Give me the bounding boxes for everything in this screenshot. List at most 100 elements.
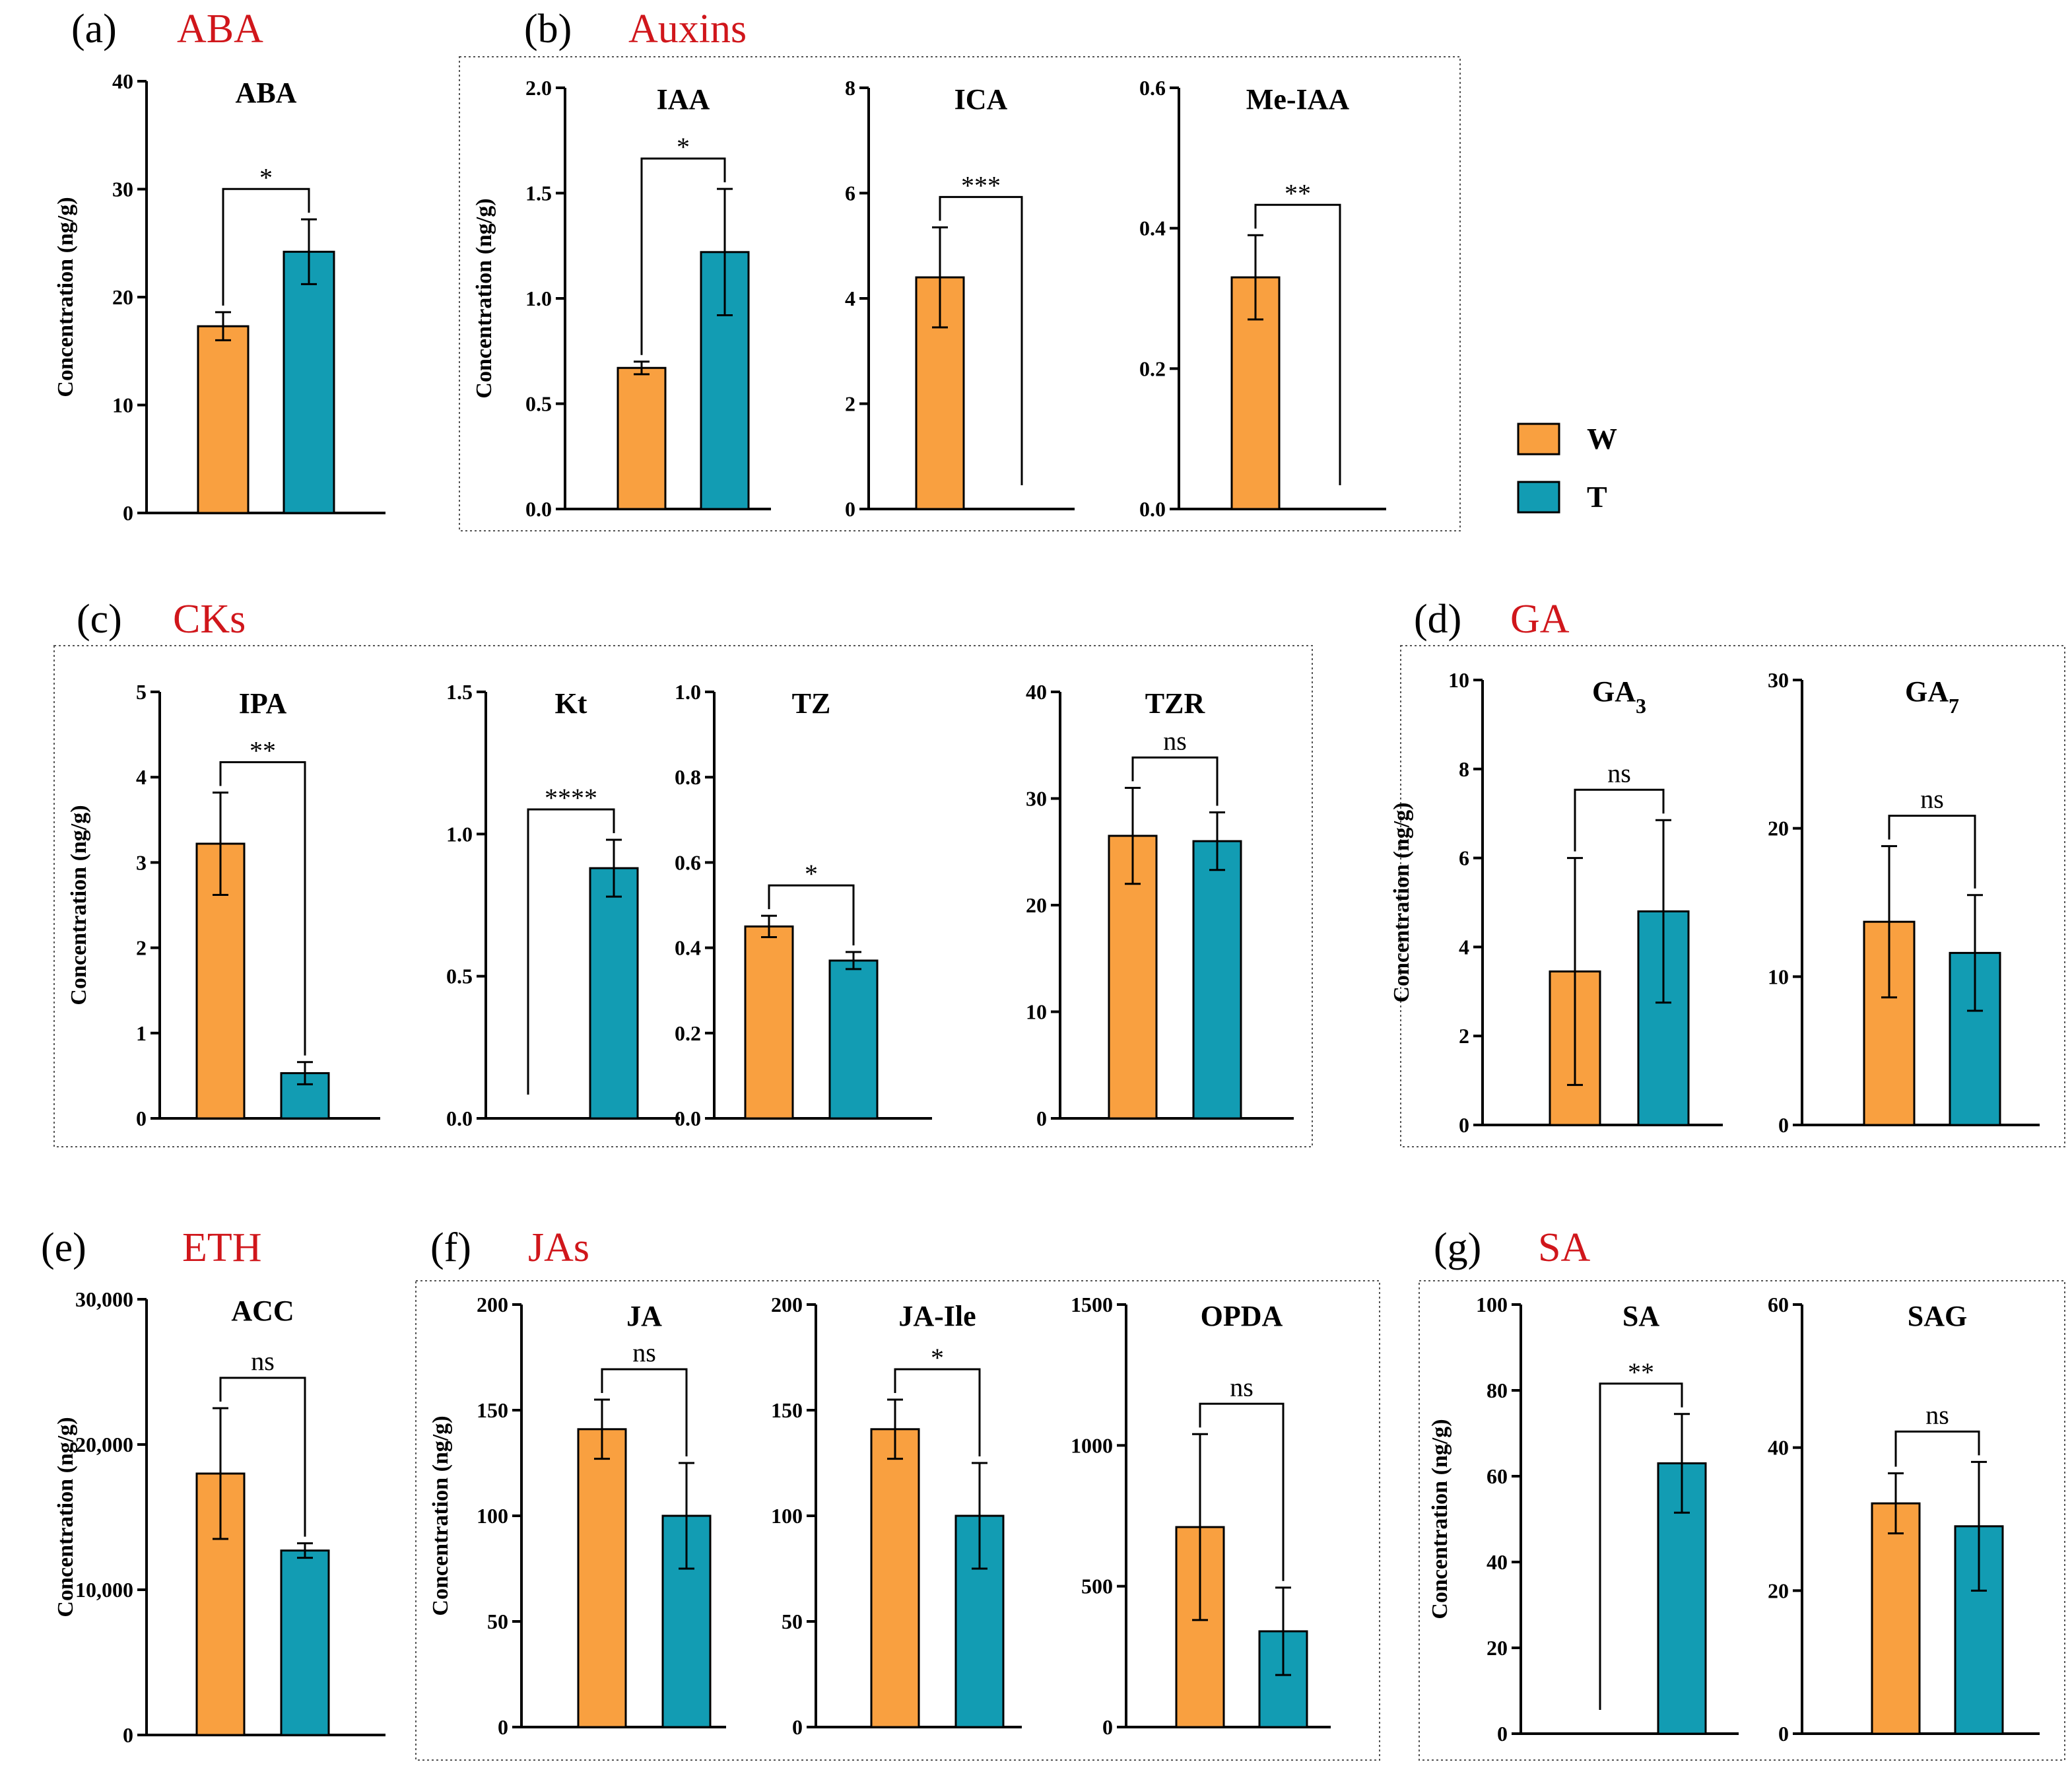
chart-tz: 0.0 0.2 0.4 0.6 0.8 1.0 TZ * [675,680,932,1130]
bar-t [1192,840,1242,1120]
chart-title: Me-IAA [1246,83,1350,116]
panel-name: ABA [177,7,263,51]
chart-acc: 0 10,000 20,000 30,000 ACC Concentration (ng/… [53,1287,385,1747]
y-tick-label: 500 [1081,1575,1113,1598]
bar-w [617,366,667,510]
significance-bracket [768,884,855,946]
y-tick-label: 1.5 [446,680,473,704]
chart-ica: 0 2 4 6 8 ICA *** [845,76,1075,521]
y-tick-label: 8 [845,76,855,100]
y-axis-label: Concentration (ng/g) [67,805,91,1005]
chart-title: GA7 [1905,675,1959,718]
chart-title: IPA [239,687,287,720]
significance-bracket [527,808,615,1095]
panel-name: ETH [182,1225,262,1270]
y-tick-label: 40 [112,69,133,93]
y-tick-label: 0 [845,497,855,521]
significance-bracket [1599,1382,1683,1710]
y-tick-label: 40 [1768,1436,1789,1460]
y-tick-label: 10 [112,393,133,417]
y-tick-label: 1.0 [525,287,552,310]
significance-bracket [939,195,1023,485]
y-tick-label: 1 [136,1021,147,1045]
significance-label: *** [961,170,1001,200]
chart-title: IAA [657,83,710,116]
y-tick-label: 0 [136,1106,147,1130]
y-tick-label: 2 [845,392,855,416]
significance-bracket [601,1368,688,1456]
chart-kt: 0.0 0.5 1.0 1.5 Kt **** [446,680,680,1130]
bar-w [870,1428,920,1728]
significance-bracket [1131,756,1219,806]
panel-name: SA [1538,1225,1590,1270]
chart-title: OPDA [1201,1300,1283,1332]
y-tick-label: 10,000 [75,1578,133,1602]
y-tick-label: 0 [1102,1715,1113,1739]
y-tick-label: 0 [792,1715,803,1739]
panel-letter: (c) [77,597,122,642]
chart-title: Kt [555,687,587,720]
chart-title: TZR [1145,687,1206,720]
significance-bracket [1574,788,1665,852]
significance-label: ** [1285,178,1311,208]
legend-label-w: W [1587,422,1617,456]
panel-headings: (a) ABA (b) Auxins (c) CKs (d) GA (e) ETH (f) JAs (g… [41,7,1590,1270]
significance-label: ** [1628,1357,1654,1387]
significance-label: ** [250,735,276,765]
y-tick-label: 50 [487,1610,508,1633]
significance-bracket [640,157,726,355]
y-tick-label: 20,000 [75,1433,133,1456]
y-tick-label: 150 [477,1398,508,1422]
y-tick-label: 0.0 [525,497,552,521]
y-tick-label: 30 [112,178,133,201]
panel-letter: (e) [41,1225,86,1270]
y-axis-label: Concentration (ng/g) [1428,1419,1452,1619]
panel-name: GA [1510,597,1570,642]
y-tick-label: 0.6 [675,850,701,874]
y-tick-label: 4 [1459,935,1469,959]
bar-t [283,250,335,514]
y-tick-label: 0.8 [675,765,701,789]
chart-sag: 0 20 40 60 SAG ns [1768,1293,2040,1746]
significance-bracket [222,187,310,306]
significance-bracket [1199,1402,1285,1581]
y-tick-label: 2 [136,936,147,960]
y-tick-label: 4 [136,765,147,789]
y-tick-label: 0 [1036,1106,1047,1130]
y-tick-label: 200 [771,1293,803,1316]
y-tick-label: 0.6 [1139,76,1166,100]
y-tick-label: 60 [1768,1293,1789,1316]
significance-label: * [805,859,818,889]
bar-w [197,325,250,514]
y-tick-label: 0.5 [446,965,473,988]
y-tick-label: 0.0 [675,1106,701,1130]
y-tick-label: 2.0 [525,76,552,100]
y-tick-label: 0 [123,501,133,525]
legend: WT [1517,422,1617,514]
chart-title: JA-Ile [898,1300,976,1332]
significance-label: ns [1607,758,1631,788]
significance-bracket [219,761,306,1056]
chart-title: ABA [236,77,297,109]
bar-w [577,1428,627,1728]
y-tick-label: 0.0 [446,1106,473,1130]
significance-label: ns [1920,784,1944,814]
panel-letter: (g) [1434,1225,1481,1270]
significance-bracket [1894,1430,1980,1467]
significance-bracket [894,1368,981,1456]
panel-name: Auxins [628,7,747,51]
y-axis-label: Concentration (ng/g) [472,198,496,398]
y-tick-label: 1500 [1071,1293,1113,1316]
panel-letter: (f) [430,1225,471,1270]
y-tick-label: 0.5 [525,392,552,416]
chart-sa: 0 20 40 60 80 100 SA Concentration (ng/g) ** [1428,1293,1739,1746]
y-tick-label: 5 [136,680,147,704]
bar-t [828,959,879,1120]
y-tick-label: 200 [477,1293,508,1316]
y-tick-label: 8 [1459,757,1469,781]
y-tick-label: 1000 [1071,1433,1113,1457]
y-tick-label: 80 [1487,1378,1508,1402]
group-box-sa [1419,1280,2065,1761]
group-boxes [53,56,2065,1761]
bar-w [744,925,794,1120]
